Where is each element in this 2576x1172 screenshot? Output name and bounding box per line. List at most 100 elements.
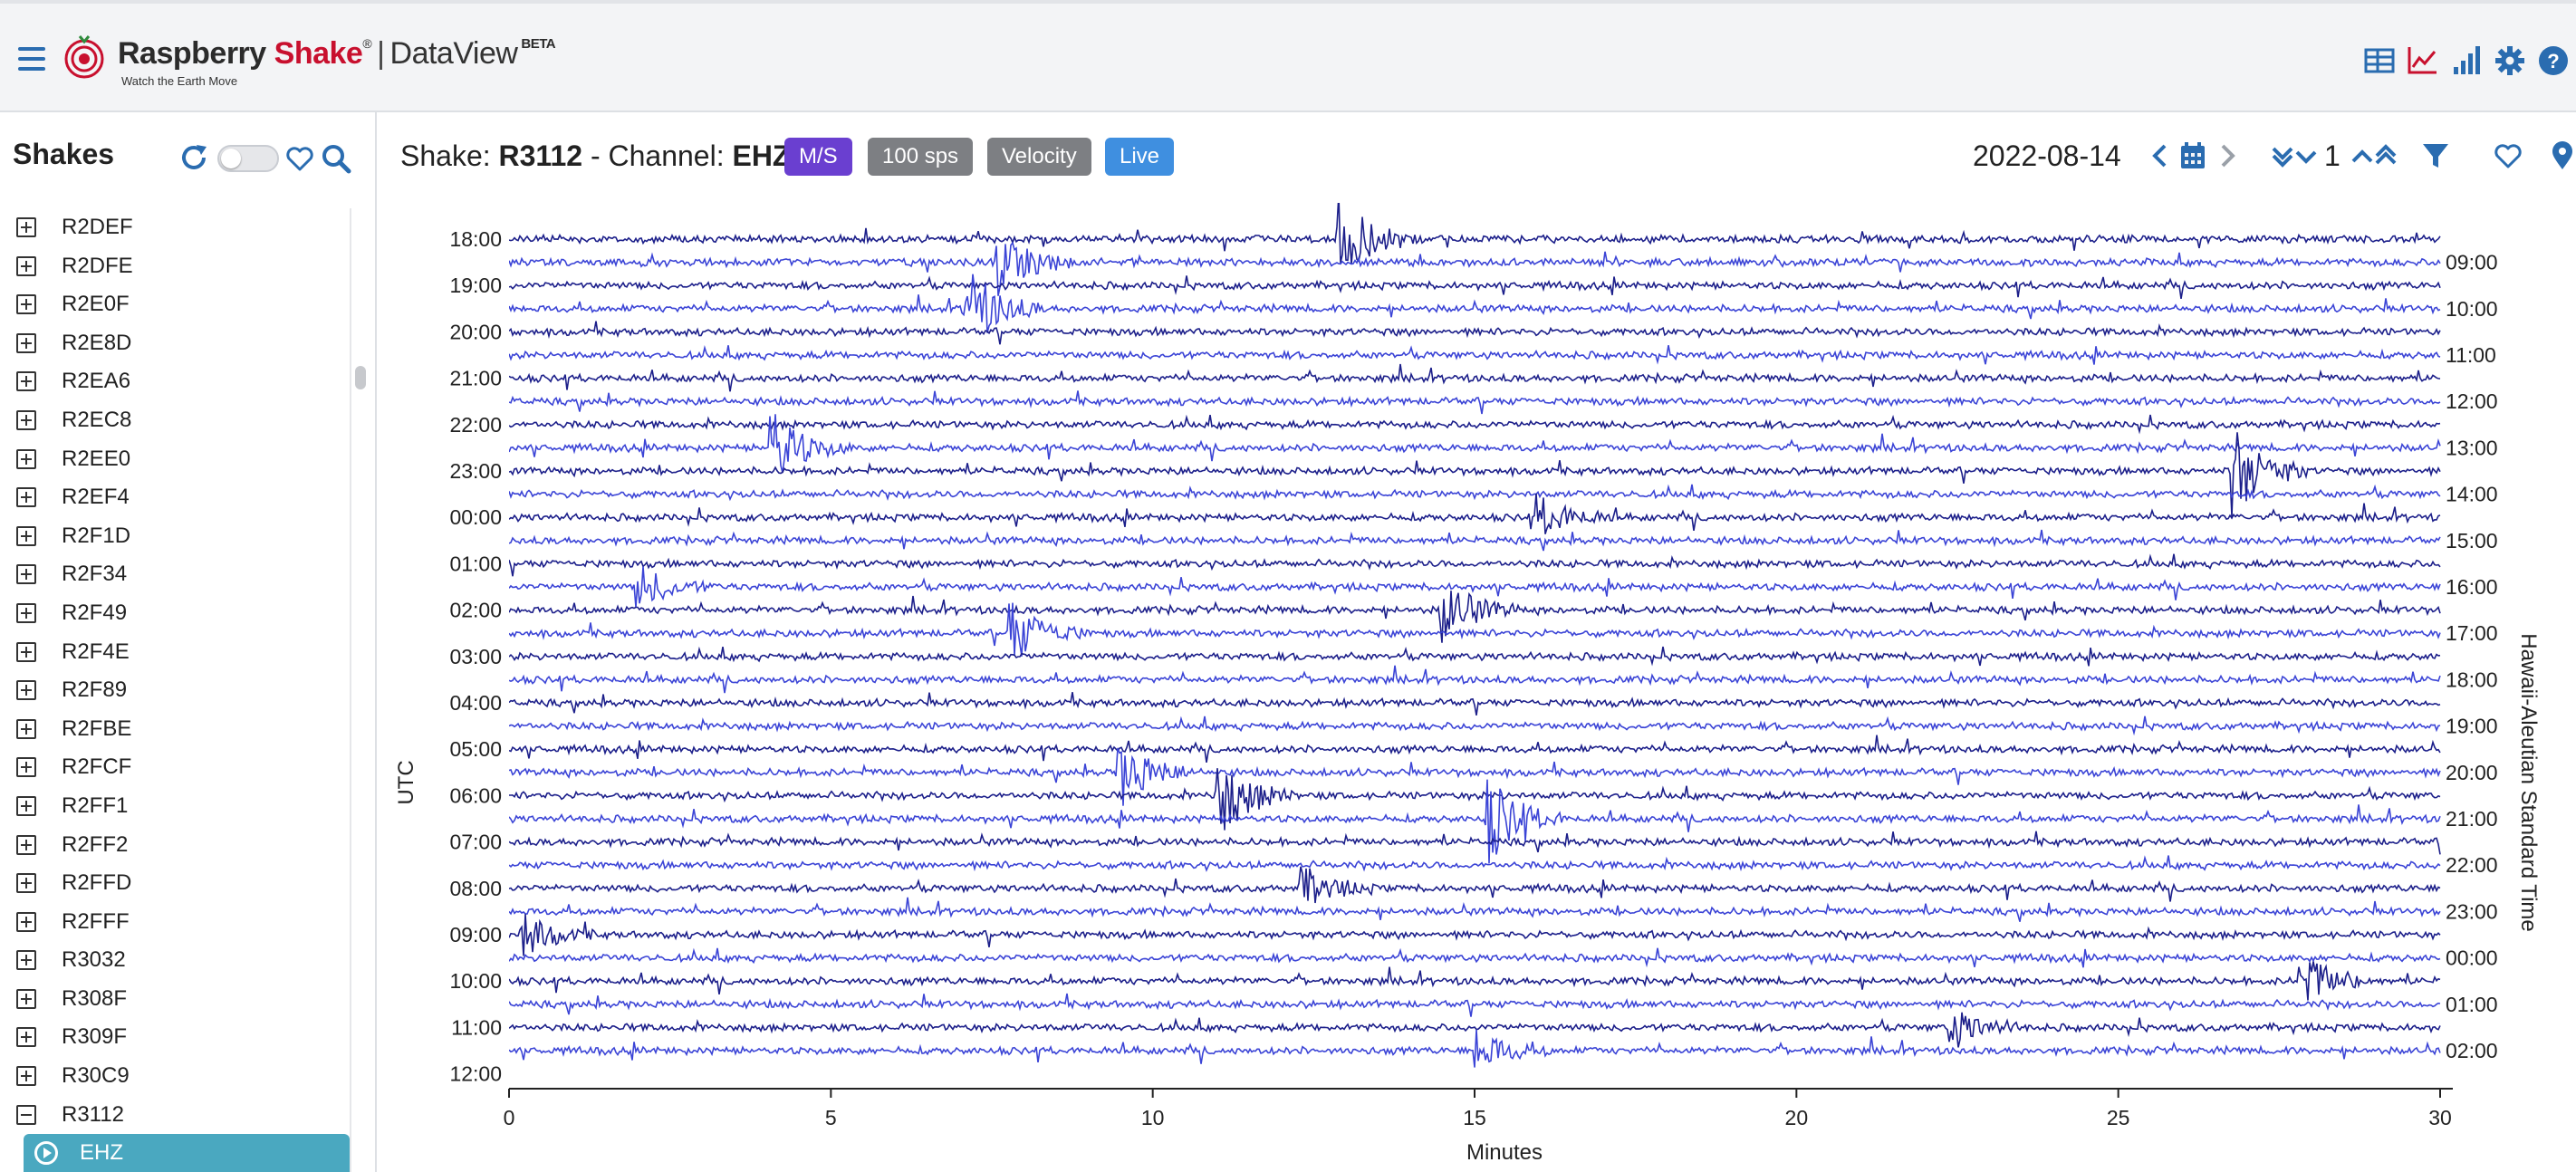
sidebar-item-r30c9[interactable]: R30C9 — [0, 1057, 350, 1096]
helicorder-plot[interactable]: 18:00 19:00 20:00 21:00 22:00 23:00 00:00 01:00… — [377, 203, 2576, 1172]
sidebar-item-r2dfe[interactable]: R2DFE — [0, 247, 350, 286]
utc-tick-label: 06:00 — [449, 783, 502, 807]
expand-icon[interactable] — [16, 911, 36, 932]
sidebar-item-label: R2EF4 — [62, 485, 130, 510]
sidebar-item-r2def[interactable]: R2DEF — [0, 208, 350, 247]
sidebar-item-r2f4e[interactable]: R2F4E — [0, 633, 350, 672]
channel-label: EHZ — [80, 1140, 123, 1166]
utc-tick-label: 19:00 — [449, 274, 502, 297]
expand-icon[interactable] — [16, 834, 36, 855]
trace-header: Shake: R3112 - Channel: EHZ M/S 100 sps … — [377, 112, 2576, 203]
expand-icon[interactable] — [16, 332, 36, 353]
live-badge[interactable]: Live — [1105, 138, 1175, 176]
sidebar-item-r2ff1[interactable]: R2FF1 — [0, 787, 350, 826]
trace-line — [509, 747, 2441, 806]
sidebar-item-r2fbe[interactable]: R2FBE — [0, 710, 350, 749]
trace-line — [509, 321, 2441, 345]
expand-icon[interactable] — [16, 371, 36, 392]
utc-tick-label: 02:00 — [449, 599, 502, 622]
sidebar-item-r2f1d[interactable]: R2F1D — [0, 517, 350, 556]
trace-line — [509, 274, 2441, 333]
sample-rate-badge[interactable]: 100 sps — [868, 138, 974, 176]
sidebar-scrollbar[interactable] — [355, 366, 366, 389]
search-icon[interactable] — [321, 143, 351, 174]
sidebar-item-r309f[interactable]: R309F — [0, 1018, 350, 1057]
sidebar-item-r2ffd[interactable]: R2FFD — [0, 864, 350, 903]
utc-tick-label: 09:00 — [449, 923, 502, 946]
sidebar-item-r2fff[interactable]: R2FFF — [0, 903, 350, 942]
help-icon[interactable]: ? — [2536, 43, 2571, 78]
sidebar-item-r308f[interactable]: R308F — [0, 980, 350, 1019]
filter-icon[interactable] — [2420, 139, 2451, 172]
sidebar-item-r2e0f[interactable]: R2E0F — [0, 285, 350, 324]
expand-icon[interactable] — [16, 757, 36, 778]
sidebar-item-r3112[interactable]: R3112 — [0, 1096, 350, 1135]
local-tick-label: 21:00 — [2446, 807, 2498, 831]
trace-line — [509, 993, 2441, 1017]
expand-icon[interactable] — [16, 448, 36, 469]
online-toggle[interactable] — [217, 145, 279, 172]
sidebar-item-label: R2F49 — [62, 600, 128, 625]
expand-icon[interactable] — [16, 525, 36, 546]
hamburger-icon[interactable] — [18, 47, 45, 71]
favorites-heart-icon[interactable] — [284, 143, 315, 174]
expand-icon[interactable] — [16, 409, 36, 430]
expand-icon[interactable] — [16, 1066, 36, 1087]
chevron-right-icon[interactable] — [2212, 139, 2243, 172]
collapse-icon[interactable] — [16, 1104, 36, 1125]
data-type-badge[interactable]: Velocity — [987, 138, 1091, 176]
expand-icon[interactable] — [16, 294, 36, 315]
chevron-left-icon[interactable] — [2145, 139, 2176, 172]
map-pin-icon[interactable] — [2547, 139, 2576, 172]
trace-line — [509, 602, 2441, 657]
sidebar-item-r2fcf[interactable]: R2FCF — [0, 748, 350, 787]
line-chart-icon[interactable] — [2406, 43, 2440, 78]
sidebar-item-r2ff2[interactable]: R2FF2 — [0, 826, 350, 865]
expand-icon[interactable] — [16, 718, 36, 739]
sidebar-item-r3032[interactable]: R3032 — [0, 941, 350, 980]
units-badge[interactable]: M/S — [784, 138, 852, 176]
sidebar-item-r2ef4[interactable]: R2EF4 — [0, 478, 350, 517]
sidebar-item-r2ee0[interactable]: R2EE0 — [0, 440, 350, 479]
table-icon[interactable] — [2362, 43, 2397, 78]
calendar-icon[interactable] — [2177, 139, 2208, 172]
sidebar-item-r2ea6[interactable]: R2EA6 — [0, 362, 350, 401]
sidebar-item-label: R2E8D — [62, 330, 132, 355]
x-tick-label: 5 — [825, 1106, 837, 1129]
expand-icon[interactable] — [16, 988, 36, 1009]
decrease-traces-icon[interactable] — [2270, 139, 2321, 172]
trace-line — [509, 646, 2441, 667]
favorite-heart-icon[interactable] — [2493, 139, 2523, 172]
sidebar-item-label: R2F1D — [62, 523, 131, 548]
brand-name[interactable]: Raspberry Shake® | DataView BETA — [118, 36, 556, 71]
sidebar-item-r2ec8[interactable]: R2EC8 — [0, 401, 350, 440]
sidebar-item-r2f49[interactable]: R2F49 — [0, 594, 350, 633]
trace-line — [509, 961, 2441, 1001]
bar-signal-icon[interactable] — [2449, 43, 2484, 78]
expand-icon[interactable] — [16, 217, 36, 237]
local-time-axis: 09:00 10:00 11:00 12:00 13:00 14:00 15:00 16:00… — [2446, 251, 2498, 1062]
expand-icon[interactable] — [16, 680, 36, 701]
expand-icon[interactable] — [16, 255, 36, 276]
sidebar-item-label: R2EE0 — [62, 446, 131, 471]
expand-icon[interactable] — [16, 795, 36, 816]
sidebar-item-r2f89[interactable]: R2F89 — [0, 671, 350, 710]
expand-icon[interactable] — [16, 950, 36, 971]
local-tick-label: 18:00 — [2446, 668, 2498, 691]
expand-icon[interactable] — [16, 641, 36, 662]
expand-icon[interactable] — [16, 873, 36, 894]
expand-icon[interactable] — [16, 564, 36, 585]
gear-icon[interactable] — [2493, 43, 2527, 78]
sidebar-item-r2f34[interactable]: R2F34 — [0, 555, 350, 594]
increase-traces-icon[interactable] — [2350, 139, 2400, 172]
local-tick-label: 14:00 — [2446, 483, 2498, 506]
refresh-icon[interactable] — [178, 141, 210, 174]
sidebar-item-label: R3112 — [62, 1101, 124, 1127]
channel-item-ehz[interactable]: EHZ — [24, 1134, 350, 1172]
local-tick-label: 09:00 — [2446, 251, 2498, 274]
trace-line — [509, 414, 2441, 474]
expand-icon[interactable] — [16, 487, 36, 508]
expand-icon[interactable] — [16, 602, 36, 623]
expand-icon[interactable] — [16, 1027, 36, 1048]
sidebar-item-r2e8d[interactable]: R2E8D — [0, 324, 350, 363]
